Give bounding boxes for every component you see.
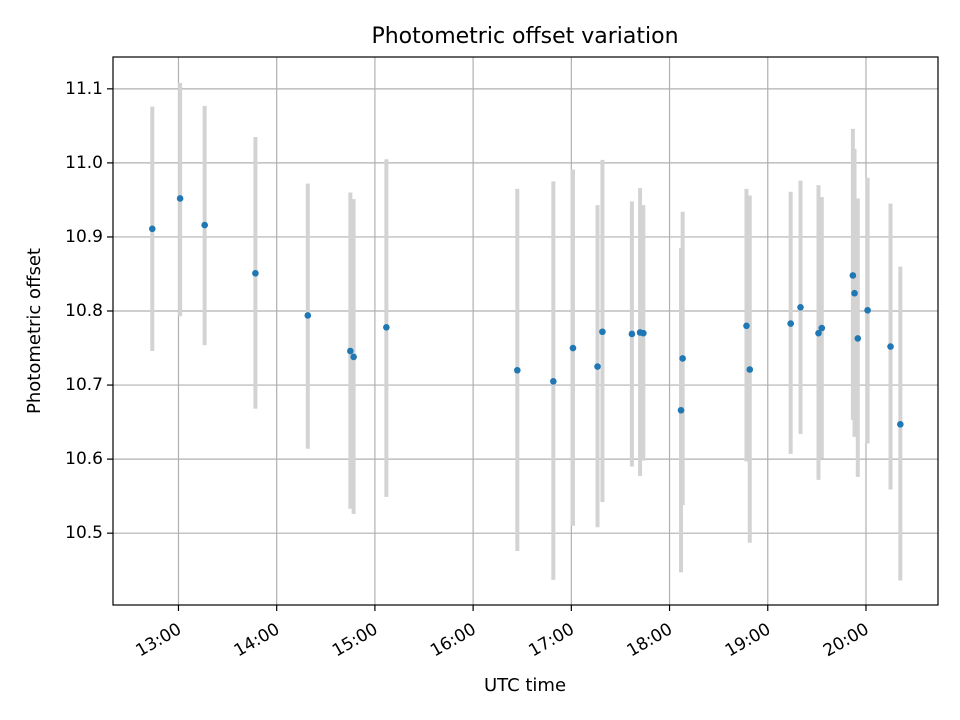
data-point [677,406,685,414]
data-point [628,330,636,338]
data-point [787,320,794,327]
data-point [679,355,686,362]
data-point [640,329,647,337]
plot-frame [112,56,939,606]
data-point [849,272,857,279]
data-point [350,353,357,361]
data-point [897,421,904,428]
data-point [746,366,754,373]
data-point [854,335,862,342]
data-point [347,347,354,355]
data-point [304,312,312,319]
data-point [514,366,521,374]
data-point [594,363,601,370]
data-point [815,329,822,337]
y-tick-label: 10.6 [65,449,103,469]
data-point [148,225,156,233]
data-point [851,289,858,297]
y-axis-ticks: 10.5 10.6 10.7 10.8 10.9 11.0 11.1 [65,79,113,543]
data-point [797,304,804,311]
data-point [176,195,184,202]
data-point [201,221,208,229]
data-point [818,324,826,332]
y-tick-label: 10.8 [65,301,103,321]
data-point [887,343,894,350]
y-tick-label: 10.5 [65,523,103,543]
data-point [383,323,390,331]
data-point [743,322,750,330]
y-tick-label: 10.9 [65,227,103,247]
y-axis-label: Photometric offset [24,248,45,414]
data-point [550,378,557,385]
data-point [864,306,871,314]
y-tick-label: 11.0 [65,153,103,173]
y-tick-label: 10.7 [65,375,103,395]
data-point [569,344,577,352]
data-point [599,328,606,336]
y-tick-label: 11.1 [65,79,103,99]
chart-title: Photometric offset variation [371,24,678,49]
data-points [148,195,904,428]
data-point [252,269,259,277]
x-axis-label: UTC time [484,675,566,696]
